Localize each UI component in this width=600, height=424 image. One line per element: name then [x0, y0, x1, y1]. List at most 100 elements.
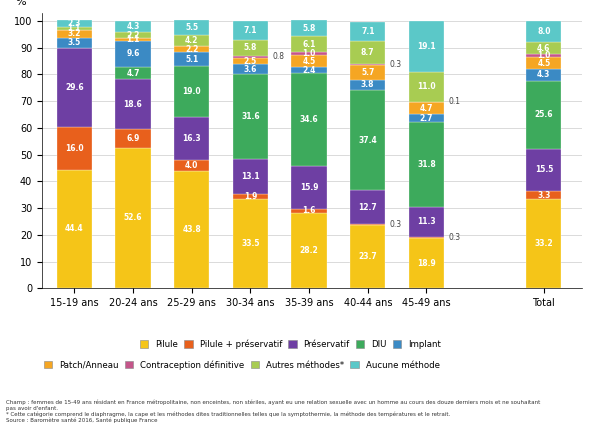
- Text: 4.3: 4.3: [537, 70, 551, 79]
- Text: 1.1: 1.1: [126, 35, 140, 44]
- Text: 4.3: 4.3: [126, 22, 140, 31]
- Text: 28.2: 28.2: [299, 246, 319, 255]
- Text: 43.8: 43.8: [182, 225, 201, 234]
- Bar: [292, 166, 326, 209]
- Bar: [292, 73, 326, 166]
- Bar: [233, 199, 268, 288]
- Bar: [56, 38, 92, 47]
- Text: 4.5: 4.5: [302, 56, 316, 66]
- Text: 18.9: 18.9: [417, 259, 436, 268]
- Bar: [174, 66, 209, 117]
- Bar: [233, 21, 268, 40]
- Bar: [350, 80, 385, 90]
- Bar: [174, 117, 209, 160]
- Text: 3.5: 3.5: [68, 38, 81, 47]
- Bar: [409, 21, 444, 72]
- Text: 0.8: 0.8: [272, 52, 284, 61]
- Text: * Cette catégorie comprend le diaphragme, la cape et les méthodes dites traditio: * Cette catégorie comprend le diaphragme…: [6, 412, 450, 417]
- Text: 5.8: 5.8: [244, 43, 257, 52]
- Text: 19.1: 19.1: [417, 42, 436, 51]
- Text: 3.8: 3.8: [361, 81, 374, 89]
- Text: 3.6: 3.6: [244, 65, 257, 74]
- Bar: [174, 52, 209, 66]
- Text: 25.6: 25.6: [535, 110, 553, 120]
- Bar: [115, 67, 151, 79]
- Bar: [292, 52, 326, 55]
- Text: 31.8: 31.8: [417, 160, 436, 169]
- Text: 8.7: 8.7: [361, 47, 374, 57]
- Text: 37.4: 37.4: [358, 136, 377, 145]
- Bar: [292, 20, 326, 36]
- Text: 4.6: 4.6: [537, 44, 551, 53]
- Text: 1.9: 1.9: [244, 192, 257, 201]
- Text: 18.6: 18.6: [124, 100, 142, 109]
- Bar: [174, 171, 209, 288]
- Bar: [115, 148, 151, 288]
- Bar: [409, 72, 444, 102]
- Text: Champ : femmes de 15-49 ans résidant en France métropolitaine, non enceintes, no: Champ : femmes de 15-49 ans résidant en …: [6, 399, 540, 404]
- Text: 16.3: 16.3: [182, 134, 201, 143]
- Text: 11.0: 11.0: [417, 82, 436, 91]
- Text: 34.6: 34.6: [300, 115, 319, 124]
- Bar: [115, 32, 151, 38]
- Bar: [350, 224, 385, 225]
- Bar: [526, 199, 562, 288]
- Text: 9.6: 9.6: [126, 50, 140, 59]
- Bar: [115, 41, 151, 67]
- Bar: [115, 21, 151, 32]
- Bar: [174, 160, 209, 171]
- Bar: [409, 122, 444, 207]
- Bar: [526, 57, 562, 69]
- Text: 0.1: 0.1: [448, 97, 460, 106]
- Bar: [350, 64, 385, 80]
- Bar: [292, 213, 326, 288]
- Text: pas avoir d'enfant.: pas avoir d'enfant.: [6, 406, 58, 411]
- Bar: [350, 190, 385, 224]
- Text: 4.5: 4.5: [537, 59, 550, 68]
- Y-axis label: %: %: [15, 0, 26, 7]
- Bar: [350, 22, 385, 41]
- Text: 0.3: 0.3: [448, 233, 460, 242]
- Text: 13.1: 13.1: [241, 172, 260, 181]
- Bar: [292, 209, 326, 213]
- Text: 6.1: 6.1: [302, 40, 316, 49]
- Bar: [526, 21, 562, 42]
- Text: Source : Baromètre santé 2016, Santé publique France: Source : Baromètre santé 2016, Santé pub…: [6, 418, 157, 423]
- Text: 1.0: 1.0: [302, 49, 316, 58]
- Text: 0.3: 0.3: [389, 220, 401, 229]
- Text: 4.7: 4.7: [126, 69, 140, 78]
- Bar: [174, 47, 209, 52]
- Bar: [233, 159, 268, 194]
- Bar: [409, 114, 444, 122]
- Text: 2.2: 2.2: [126, 31, 140, 40]
- Text: 1.1: 1.1: [68, 24, 81, 33]
- Bar: [56, 47, 92, 127]
- Text: 23.7: 23.7: [358, 252, 377, 261]
- Bar: [56, 27, 92, 30]
- Bar: [174, 20, 209, 35]
- Text: 6.9: 6.9: [126, 134, 140, 143]
- Bar: [409, 238, 444, 288]
- Text: 4.7: 4.7: [420, 103, 433, 113]
- Bar: [233, 40, 268, 56]
- Bar: [350, 90, 385, 190]
- Text: 5.1: 5.1: [185, 55, 198, 64]
- Bar: [115, 38, 151, 41]
- Bar: [292, 55, 326, 67]
- Text: 31.6: 31.6: [241, 112, 260, 121]
- Text: 8.0: 8.0: [537, 27, 551, 36]
- Bar: [233, 58, 268, 64]
- Text: 4.0: 4.0: [185, 161, 199, 170]
- Text: 2.4: 2.4: [302, 66, 316, 75]
- Text: 2.2: 2.2: [185, 45, 199, 54]
- Legend: Patch/Anneau, Contraception définitive, Autres méthodes*, Aucune méthode: Patch/Anneau, Contraception définitive, …: [44, 360, 440, 370]
- Bar: [526, 149, 562, 191]
- Text: 16.0: 16.0: [65, 144, 83, 153]
- Text: 5.7: 5.7: [361, 68, 374, 77]
- Text: 5.8: 5.8: [302, 24, 316, 33]
- Bar: [526, 69, 562, 81]
- Text: 5.5: 5.5: [185, 23, 198, 32]
- Bar: [526, 42, 562, 54]
- Text: 7.1: 7.1: [361, 27, 374, 36]
- Text: 52.6: 52.6: [124, 213, 142, 223]
